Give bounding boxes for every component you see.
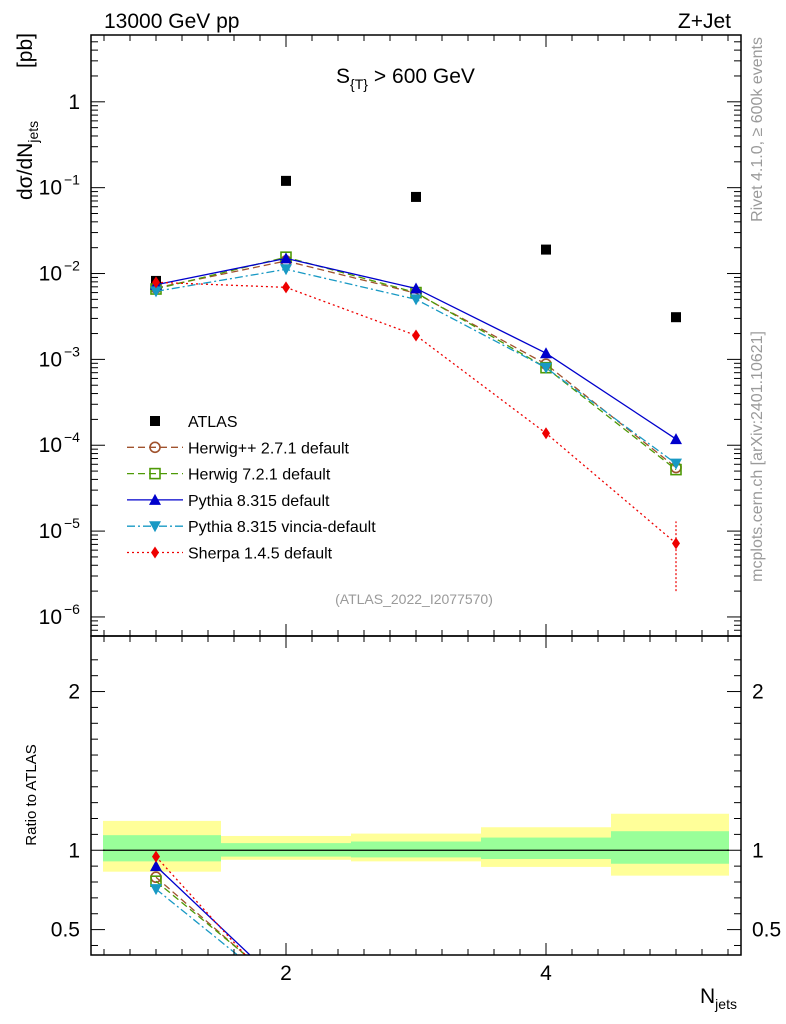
ratio-band-stat-3 xyxy=(351,841,481,858)
main-y-tick-label: 10 xyxy=(39,177,62,200)
legend-label-1: Herwig++ 2.7.1 default xyxy=(188,440,350,457)
main-y-tick-exponent: −1 xyxy=(64,172,80,188)
main-y-tick-exponent: −4 xyxy=(64,429,80,445)
main-y-tick-exponent: −2 xyxy=(64,258,80,274)
main-point-0-3 xyxy=(411,191,421,202)
ratio-line-4 xyxy=(155,888,239,955)
ratio-y-tick-label-right: 2 xyxy=(752,681,764,704)
main-y-tick-exponent: −3 xyxy=(64,343,80,359)
ratio-point-4-1 xyxy=(150,884,162,896)
ratio-uncertainty-bands xyxy=(103,813,729,876)
main-point-4-1 xyxy=(150,286,162,298)
ratio-y-tick-label-left: 2 xyxy=(68,681,80,704)
ratio-point-5-1 xyxy=(152,850,160,863)
main-title: S{T} > 600 GeV xyxy=(336,65,475,92)
ratio-line-3 xyxy=(155,865,251,955)
x-tick-label: 4 xyxy=(540,962,552,985)
main-point-3-3 xyxy=(410,282,422,294)
ratio-band-stat-5 xyxy=(611,831,729,864)
x-tick-label: 2 xyxy=(280,962,292,985)
ratio-y-tick-label-left: 0.5 xyxy=(51,919,80,942)
header-left: 13000 GeV pp xyxy=(104,10,239,33)
axes: 2 410−610−510−410−310−210 −110.5 0.51 12 2 xyxy=(39,34,781,985)
ratio-series-clip xyxy=(150,850,251,955)
legend-label-4: Pythia 8.315 vincia-default xyxy=(188,519,376,536)
mcplots-label: mcplots.cern.ch [arXiv:2401.10621] xyxy=(749,331,766,582)
ratio-point-3-1 xyxy=(150,860,162,872)
main-point-3-4 xyxy=(540,347,552,359)
legend-marker-1 xyxy=(149,441,161,454)
ratio-band-stat-1 xyxy=(103,835,221,862)
ratio-plot-frame xyxy=(90,635,742,956)
legend-label-2: Herwig 7.2.1 default xyxy=(188,467,331,484)
main-y-tick-label: 10 xyxy=(39,520,62,543)
main-point-5-3 xyxy=(412,329,420,342)
main-y-tick-label: 10 xyxy=(39,263,62,286)
main-y-tick-label: 10 xyxy=(39,434,62,457)
main-point-4-2 xyxy=(280,264,292,276)
main-point-0-2 xyxy=(281,175,291,186)
main-point-5-1 xyxy=(152,276,160,289)
legend: ATLAS Herwig++ 2.7.1 default Herwig 7.2.1 … xyxy=(127,414,376,563)
legend-marker-3 xyxy=(149,493,161,505)
main-point-0-4 xyxy=(541,244,551,255)
ratio-y-tick-label-right: 0.5 xyxy=(752,919,781,942)
main-point-4-4 xyxy=(540,362,552,374)
ratio-line-2 xyxy=(155,880,247,955)
legend-marker-2 xyxy=(149,467,161,480)
header-right: Z+Jet xyxy=(678,10,731,33)
main-y-tick-label: 10 xyxy=(39,606,62,629)
main-y-tick-label: 10 xyxy=(39,348,62,371)
ratio-line-5 xyxy=(155,856,247,955)
main-line-4 xyxy=(155,268,677,465)
main-series xyxy=(150,175,682,592)
legend-label-5: Sherpa 1.4.5 default xyxy=(188,546,333,563)
ratio-ylabel: Ratio to ATLAS xyxy=(23,744,40,845)
main-point-5-5 xyxy=(672,537,680,550)
main-y-tick-exponent: −6 xyxy=(64,601,80,617)
main-point-3-2 xyxy=(280,252,292,264)
legend-label-0: ATLAS xyxy=(188,414,238,431)
main-point-4-5 xyxy=(670,458,682,470)
ratio-series xyxy=(150,850,251,955)
main-point-3-5 xyxy=(670,433,682,445)
x-axis-title: Njets xyxy=(700,985,737,1012)
main-ylabel-quantity: dσ/dNjets xyxy=(14,121,41,200)
main-line-5 xyxy=(155,281,677,544)
legend-marker-0 xyxy=(150,416,160,426)
ratio-band-stat-4 xyxy=(481,837,611,859)
legend-label-3: Pythia 8.315 default xyxy=(188,493,330,510)
main-point-5-4 xyxy=(542,427,550,440)
main-point-0-5 xyxy=(671,312,681,323)
analysis-id: (ATLAS_2022_I2077570) xyxy=(335,591,493,607)
ratio-y-tick-label-left: 1 xyxy=(68,839,80,862)
main-y-tick-exponent: −5 xyxy=(64,515,80,531)
ratio-y-tick-label-right: 1 xyxy=(752,839,764,862)
rivet-label: Rivet 4.1.0, ≥ 600k events xyxy=(749,37,766,222)
legend-marker-5 xyxy=(151,546,159,559)
main-point-5-2 xyxy=(282,281,290,294)
main-y-tick-label: 1 xyxy=(68,91,80,114)
main-point-4-3 xyxy=(410,294,422,306)
legend-marker-4 xyxy=(149,521,161,533)
main-ylabel: [pb] xyxy=(14,33,37,68)
